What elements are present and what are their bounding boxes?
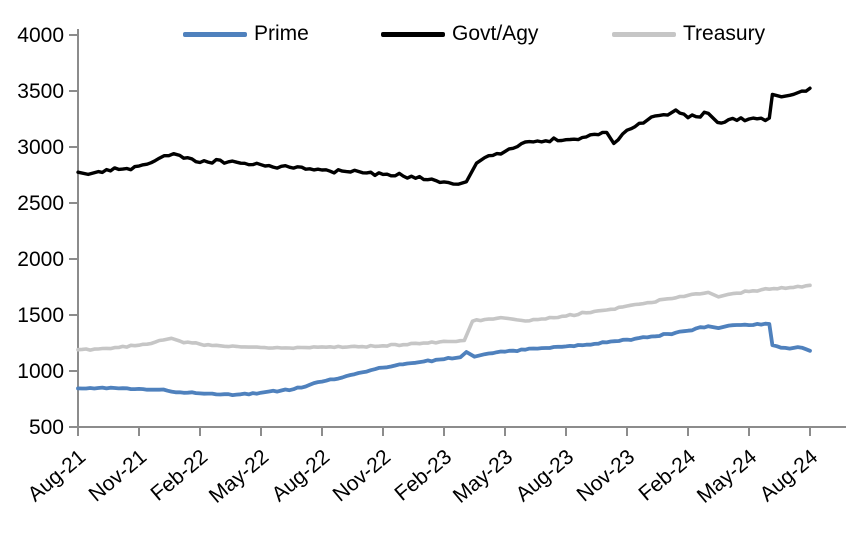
legend-label-treasury: Treasury [683, 22, 766, 45]
series-line-govt-agy [76, 86, 812, 186]
series-line-treasury [76, 283, 812, 352]
x-tick-label: Aug-24 [756, 445, 823, 506]
chart-legend: Prime Govt/Agy Treasury [0, 21, 852, 49]
x-tick-label: Feb-24 [634, 445, 700, 506]
x-tick-label: May-23 [449, 445, 517, 508]
x-tick-label: May-22 [205, 445, 273, 508]
x-tick-label: Nov-23 [573, 445, 640, 506]
legend-item-govt-agy: Govt/Agy [381, 21, 538, 47]
legend-swatch-prime [183, 31, 247, 37]
series-line-prime [76, 321, 812, 397]
x-tick-label: Aug-21 [24, 445, 91, 506]
y-tick-label: 2000 [17, 248, 64, 271]
legend-label-prime: Prime [254, 22, 309, 45]
y-tick-label: 3000 [17, 136, 64, 159]
legend-swatch-treasury [612, 31, 676, 37]
x-tick-label: Feb-23 [390, 445, 456, 505]
legend-item-prime: Prime [183, 21, 309, 47]
x-tick-label: Nov-21 [85, 445, 152, 506]
x-tick-label: Aug-22 [268, 445, 335, 506]
y-tick-label: 4000 [17, 24, 64, 47]
x-tick-label: Aug-23 [512, 445, 579, 506]
y-tick-label: 2500 [17, 192, 64, 215]
y-tick-label: 1500 [17, 304, 64, 327]
legend-label-govt-agy: Govt/Agy [452, 22, 539, 45]
legend-item-treasury: Treasury [612, 21, 765, 47]
legend-swatch-govt-agy [381, 31, 445, 37]
x-tick-label: Nov-22 [329, 445, 396, 506]
y-tick-label: 500 [29, 416, 64, 439]
y-tick-label: 3500 [17, 80, 64, 103]
x-tick-label: May-24 [693, 445, 762, 508]
y-tick-label: 1000 [17, 360, 64, 383]
x-tick-label: Feb-22 [146, 445, 212, 505]
